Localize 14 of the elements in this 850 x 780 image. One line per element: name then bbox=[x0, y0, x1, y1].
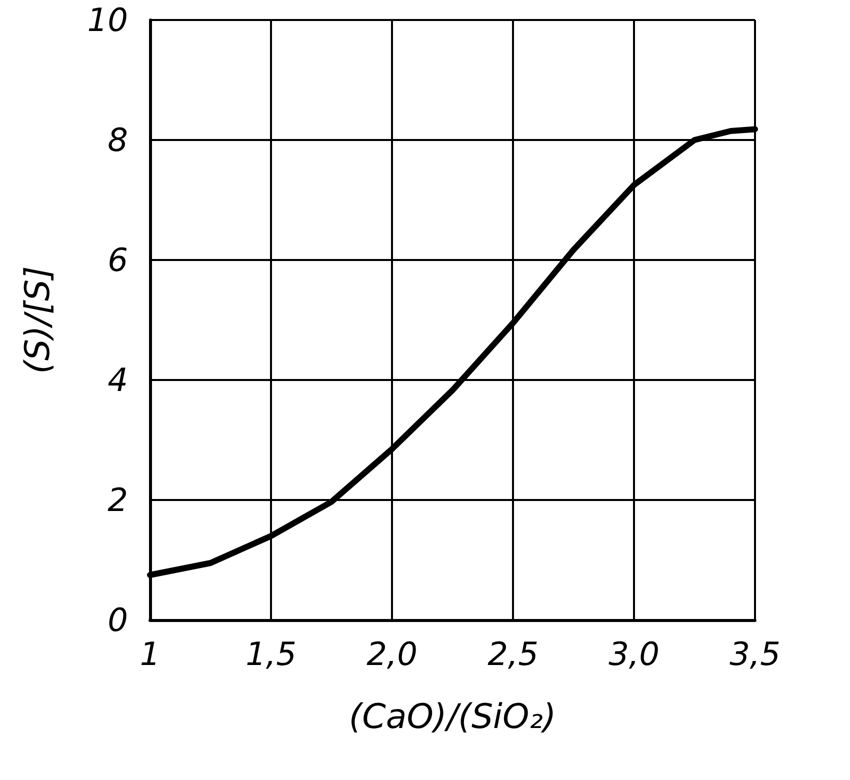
y-tick-label: 2 bbox=[108, 481, 128, 519]
x-axis-title: (CaO)/(SiO₂) bbox=[348, 697, 556, 737]
x-tick-label: 2,5 bbox=[488, 635, 538, 673]
y-tick-label: 8 bbox=[108, 121, 128, 159]
y-tick-label: 6 bbox=[108, 241, 128, 279]
y-tick-label: 4 bbox=[108, 361, 128, 399]
y-tick-label: 10 bbox=[87, 1, 128, 39]
x-tick-label: 1 bbox=[140, 635, 160, 673]
x-tick-label: 3,0 bbox=[608, 635, 660, 673]
y-axis-title: (S)/[S] bbox=[18, 266, 58, 374]
x-tick-label: 3,5 bbox=[730, 635, 780, 673]
y-tick-label: 0 bbox=[108, 601, 128, 639]
x-tick-label: 2,0 bbox=[366, 635, 418, 673]
x-tick-label: 1,5 bbox=[246, 635, 296, 673]
